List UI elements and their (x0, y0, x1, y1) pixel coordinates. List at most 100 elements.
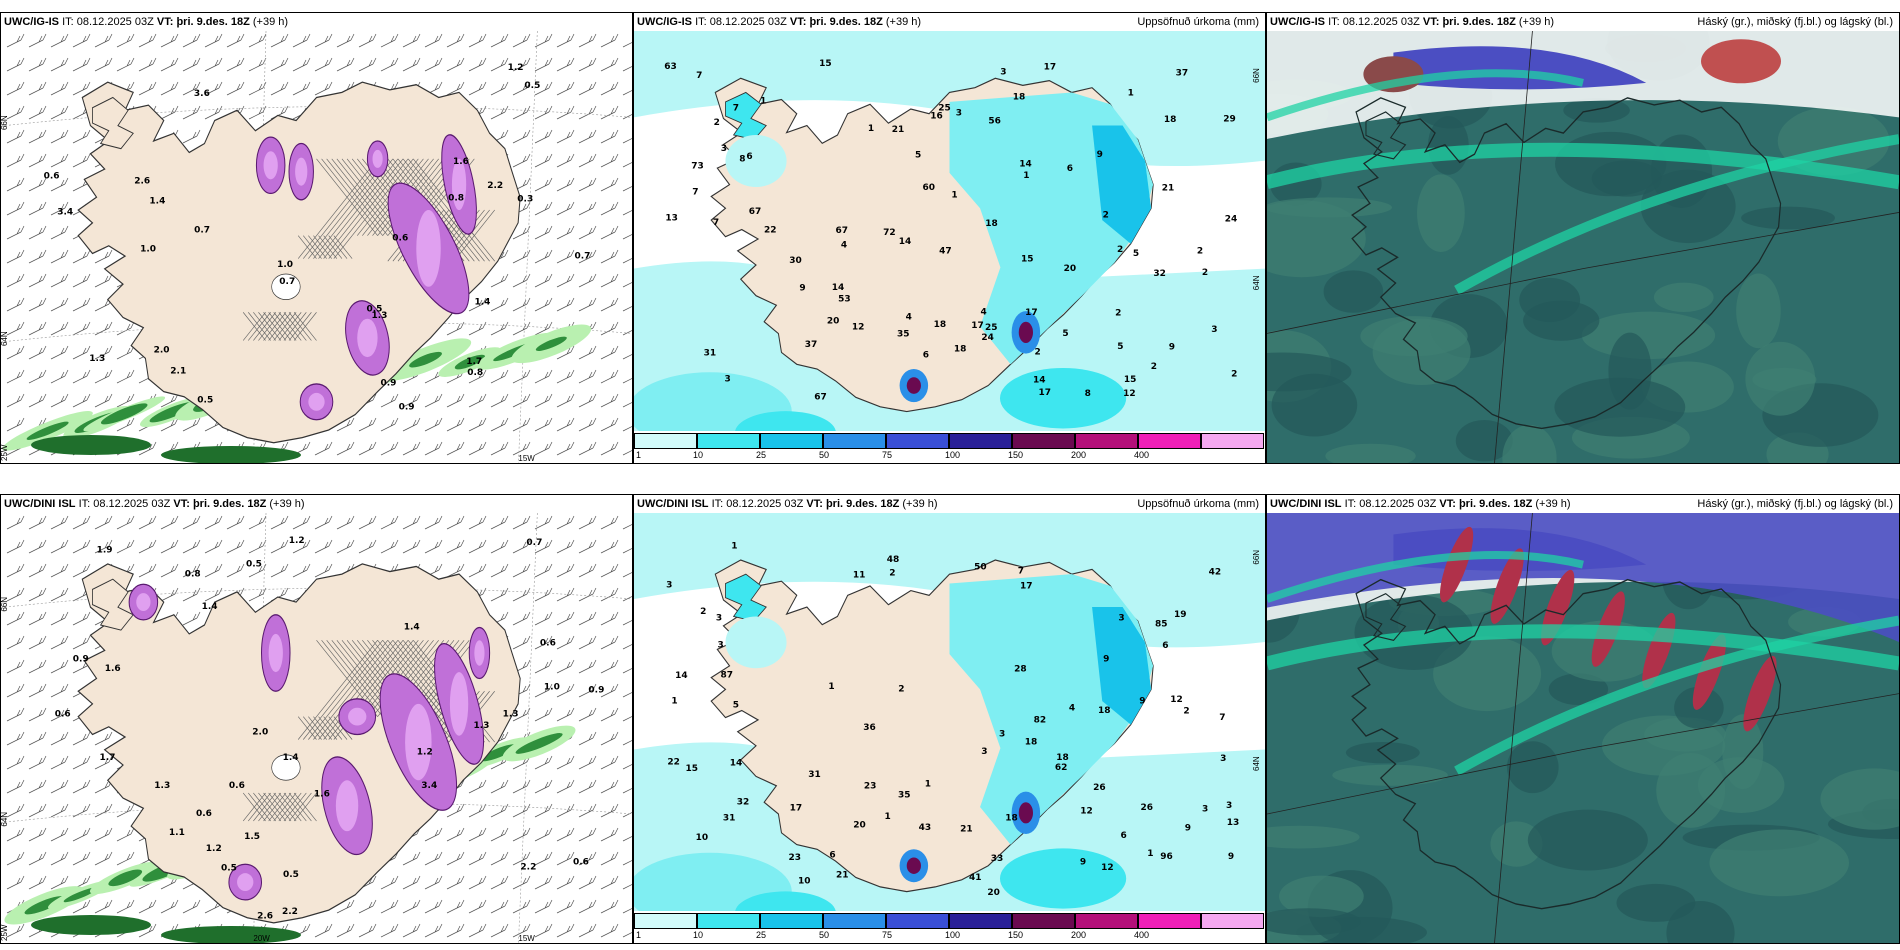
precip-value-label: 3 (718, 641, 724, 651)
snow-value-label: 3.4 (421, 781, 437, 791)
precip-value-label: 18 (1005, 814, 1018, 824)
precip-value-label: 30 (789, 256, 802, 266)
precip-value-label: 18 (934, 320, 947, 330)
snow-value-label: 1.2 (289, 536, 305, 546)
precip-value-label: 6 (923, 351, 929, 361)
snow-value-label: 0.6 (55, 710, 71, 720)
colorbar-swatch (760, 913, 823, 929)
precip-value-label: 18 (985, 219, 998, 229)
init-time: 08.12.2025 03Z (93, 498, 171, 510)
precip-value-label: 35 (897, 330, 910, 340)
precip-value-label: 1 (951, 190, 957, 200)
panel-variable-title: Háský (gr.), miðský (fj.bl.) og lágský (… (1697, 498, 1893, 510)
precip-value-label: 13 (1227, 818, 1240, 828)
snow-value-label: 2.2 (282, 907, 298, 917)
precip-value-label: 32 (1153, 269, 1166, 279)
precip-colorbar: 1 10 25 50 75 100 150 200 400 (634, 431, 1265, 463)
precip-value-label: 62 (1055, 763, 1068, 773)
snow-value-label: 2.2 (520, 863, 536, 873)
precip-value-label: 37 (805, 340, 818, 350)
snow-value-label: 1.6 (105, 664, 121, 674)
colorbar-tick: 200 (1071, 930, 1087, 940)
panel-header: UWC/IG-IS IT: 08.12.2025 03Z VT: þri. 9.… (1270, 16, 1554, 28)
colorbar-swatch (823, 433, 886, 449)
precip-value-label: 6 (1162, 641, 1168, 651)
panel-variable-title: Háský (gr.), miðský (fj.bl.) og lágský (… (1697, 16, 1893, 28)
panel-header-bar (1, 13, 632, 31)
snow-value-label: 0.9 (399, 403, 415, 413)
precip-value-label: 3 (1211, 325, 1217, 335)
precip-colorbar: 1 10 25 50 75 100 150 200 400 (634, 911, 1265, 943)
precip-value-label: 17 (1044, 63, 1057, 73)
precip-value-label: 2 (1151, 362, 1157, 372)
map-canvas: 66N 64N 25W 15W 0.9 3.6 2.0 2.6 2.2 0.9 0.7 0.7 0.7 2… (1, 31, 632, 463)
panel-bot-mid: 3 3 3 3 2 3 3 2 1 1 1 1 36 48 21 7 4 2 3 20 28 26 21 13 26 31 11 3 1… (633, 494, 1266, 944)
lat-lon-grid (1267, 31, 1899, 463)
precip-value-label: 3 (1226, 801, 1232, 811)
model-name: UWC/DINI ISL (1270, 498, 1342, 510)
colorbar-tick: 25 (756, 450, 767, 460)
snow-value-label: 0.6 (196, 809, 212, 819)
colorbar-swatch (697, 913, 760, 929)
snow-value-label: 0.5 (524, 81, 540, 91)
panel-header-bar (634, 495, 1265, 513)
precip-value-label: 20 (1064, 264, 1077, 274)
precip-value-label: 43 (919, 823, 932, 833)
lead-time: (+39 h) (902, 498, 938, 510)
precip-value-label: 9 (1169, 342, 1175, 352)
snow-value-label: 0.6 (573, 857, 589, 867)
precip-value-label: 5 (1133, 249, 1139, 259)
snow-value-label: 1.0 (544, 682, 560, 692)
precip-value-label: 18 (1013, 93, 1026, 103)
snow-value-label: 0.3 (517, 195, 533, 205)
precip-value-label: 15 (819, 59, 832, 69)
precip-value-label: 37 (1176, 68, 1189, 78)
colorbar-swatch (760, 433, 823, 449)
precip-value-label: 9 (799, 284, 805, 294)
colorbar-tick: 50 (819, 930, 830, 940)
precip-value-label: 2 (1231, 370, 1237, 380)
it-label: IT: (62, 16, 74, 28)
colorbar-tick: 75 (882, 930, 893, 940)
snow-value-label: 0.6 (229, 781, 245, 791)
precip-value-label: 8 (739, 155, 745, 165)
precip-value-label: 14 (675, 671, 688, 681)
precip-value-label: 13 (665, 213, 678, 223)
precip-value-label: 21 (836, 870, 849, 880)
snow-value-label: 1.3 (474, 721, 490, 731)
precip-value-label: 1 (1023, 171, 1029, 181)
colorbar-tick: 150 (1008, 930, 1024, 940)
snow-value-label: 1.7 (466, 357, 482, 367)
snow-value-label: 1.2 (417, 747, 433, 757)
precip-value-label: 31 (723, 813, 736, 823)
colorbar-tick: 400 (1134, 450, 1150, 460)
lat-66-label: 66N (1252, 68, 1261, 83)
map-layer: 66N 64N 25W 15W 0.9 3.6 2.0 2.6 2.2 0.9 0.7 0.7 0.7 2… (1, 31, 632, 463)
snow-value-label: 2.0 (252, 728, 268, 738)
precip-value-label: 29 (1223, 115, 1236, 125)
precip-value-label: 60 (923, 183, 936, 193)
snow-value-label: 1.6 (314, 789, 330, 799)
init-time: 08.12.2025 03Z (76, 16, 154, 28)
colorbar-tick: 1 (636, 450, 642, 460)
precip-value-label: 3 (721, 144, 727, 154)
precip-value-label: 24 (981, 333, 994, 343)
colorbar-swatch (1012, 433, 1075, 449)
precip-value-label: 67 (749, 207, 762, 217)
precip-value-label: 6 (1067, 164, 1073, 174)
precip-value-label: 25 (985, 323, 998, 333)
precip-value-label: 5 (1117, 342, 1123, 352)
snow-value-label: 1.6 (453, 157, 469, 167)
vt-label: VT: (789, 16, 807, 28)
lat-64-label: 64N (1252, 756, 1261, 771)
precip-value-label: 21 (960, 824, 973, 834)
precip-value-label: 17 (1039, 388, 1052, 398)
precip-value-label: 18 (954, 345, 967, 355)
precip-value-label: 22 (764, 225, 777, 235)
precip-value-label: 3 (981, 747, 987, 757)
colorbar-tick: 100 (945, 450, 961, 460)
precip-value-label: 7 (733, 103, 739, 113)
iceland-outline (1351, 578, 1782, 910)
